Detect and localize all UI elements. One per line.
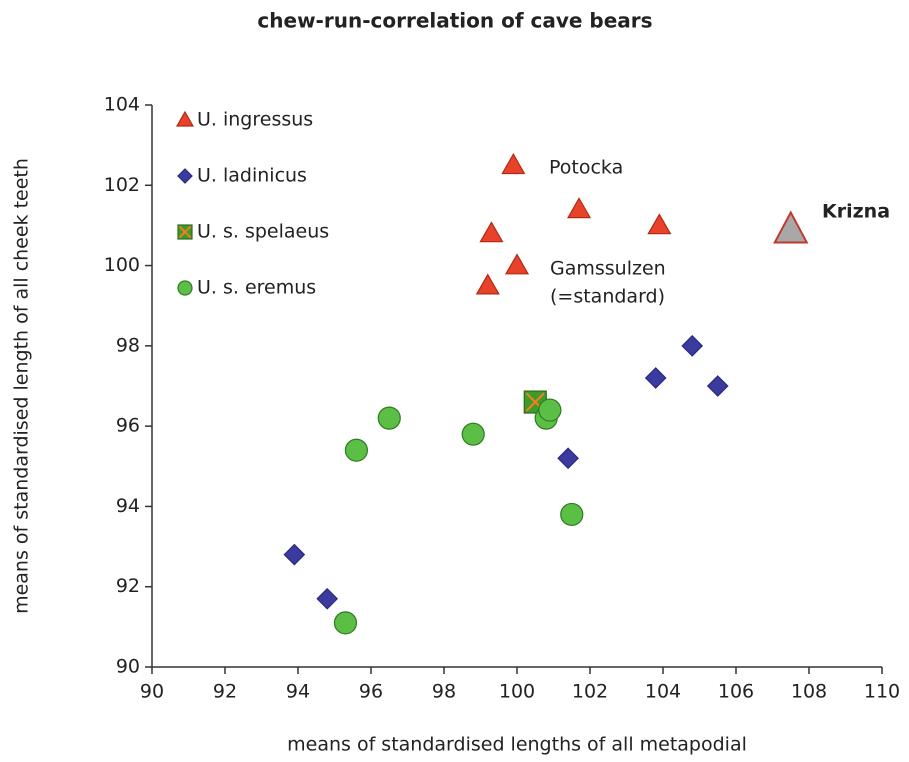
diamond-marker: [316, 587, 339, 610]
chart-title: chew-run-correlation of cave bears: [257, 9, 652, 33]
x-axis-label: means of standardised lengths of all met…: [287, 734, 747, 756]
triangle-marker: [567, 197, 592, 219]
y-tick-label: 98: [116, 334, 140, 356]
x-tick-label: 100: [499, 681, 535, 703]
legend-label: U. s. eremus: [197, 277, 316, 299]
triangle-marker: [479, 221, 504, 243]
x-tick-label: 102: [572, 681, 608, 703]
legend-label: U. ingressus: [197, 109, 313, 131]
legend-marker: [177, 168, 193, 184]
circle-marker: [333, 611, 358, 635]
triangle-marker: [647, 213, 672, 235]
legend-marker: [177, 280, 193, 296]
triangle-marker: [504, 253, 530, 275]
circle-marker: [538, 398, 562, 422]
x-tick-label: 98: [432, 681, 456, 703]
y-tick-label: 96: [116, 415, 140, 437]
circle-marker: [344, 438, 368, 462]
x-tick-label: 104: [645, 681, 681, 703]
x-tick-label: 106: [718, 681, 754, 703]
y-tick-label: 94: [116, 495, 140, 517]
y-tick-label: 100: [104, 254, 140, 276]
x-tick-label: 90: [140, 681, 164, 703]
legend-label: U. s. spelaeus: [197, 221, 329, 243]
y-tick-label: 90: [116, 656, 140, 678]
diamond-marker: [283, 543, 306, 566]
circle-marker: [560, 502, 584, 527]
diamond-marker: [706, 375, 729, 397]
square-cross: [178, 225, 192, 239]
y-tick-label: 104: [104, 94, 140, 116]
y-tick-label: 102: [104, 174, 140, 196]
triangle-marker: [475, 273, 500, 295]
x-tick-label: 94: [286, 681, 310, 703]
triangle-marker: [501, 153, 526, 175]
y-axis-label: means of standardised length of all chee…: [11, 158, 33, 614]
annotation: Potocka: [549, 157, 623, 179]
x-tick-label: 92: [213, 681, 237, 703]
diamond-marker: [644, 367, 667, 389]
x-tick-label: 108: [791, 681, 827, 703]
circle-marker: [461, 422, 485, 446]
legend-label: U. ladinicus: [197, 165, 307, 187]
annotation: (=standard): [550, 286, 665, 308]
diamond-marker: [557, 447, 579, 470]
y-tick-label: 92: [116, 575, 140, 597]
x-tick-label: 96: [359, 681, 383, 703]
x-tick-label: 110: [864, 681, 900, 703]
diamond-marker: [681, 335, 704, 357]
circle-marker: [377, 406, 401, 430]
highlight-marker: [773, 210, 809, 244]
highlight-label: Krizna: [822, 201, 890, 223]
legend-marker: [175, 110, 195, 127]
annotation: Gamssulzen: [550, 258, 666, 280]
